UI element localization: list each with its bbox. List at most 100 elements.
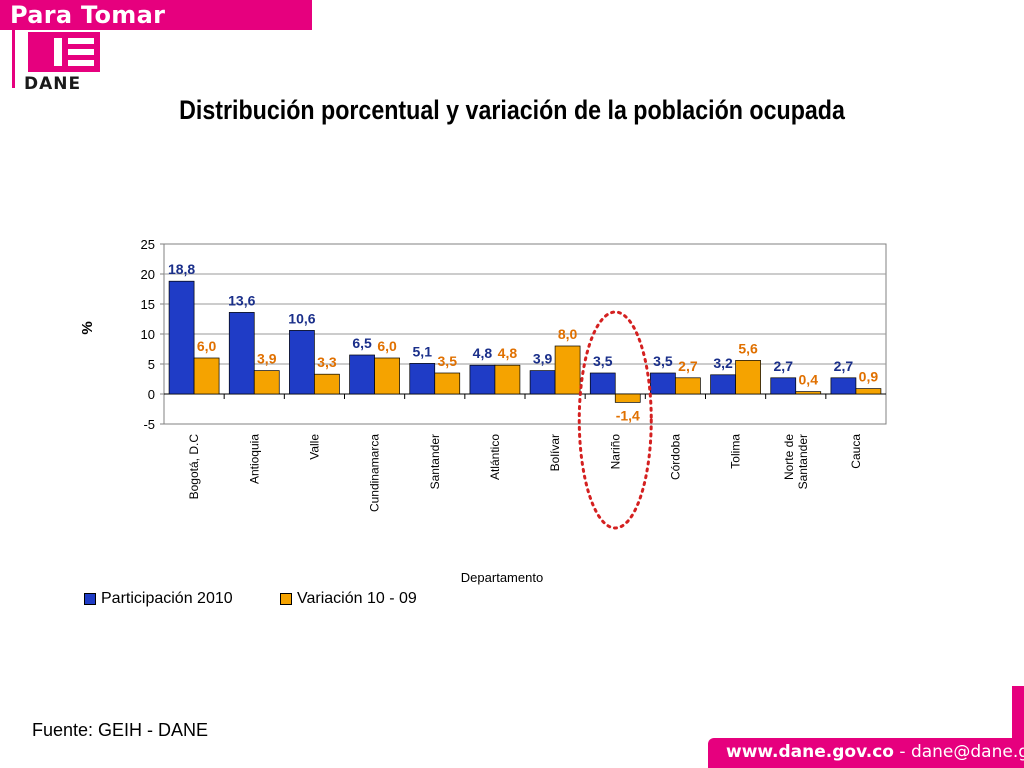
data-label-variacion: 3,5 <box>438 353 458 369</box>
footer-separator: - <box>893 742 911 762</box>
y-tick-label: 10 <box>141 327 155 342</box>
y-tick-label: -5 <box>143 417 155 432</box>
x-category-label-line: Córdoba <box>668 434 682 480</box>
logo-wordmark: DANE <box>24 74 82 94</box>
bar-participacion <box>349 354 375 395</box>
bar-participacion <box>228 312 255 395</box>
bar-variacion <box>193 357 220 395</box>
x-category-label: Bolívar <box>548 434 562 471</box>
bar-variacion <box>675 377 701 395</box>
x-category-label: Córdoba <box>668 434 682 480</box>
data-label-participacion: 13,6 <box>228 292 255 308</box>
page-title: Distribución porcentual y variación de l… <box>179 95 845 125</box>
bar-participacion <box>770 377 797 395</box>
data-label-variacion: 6,0 <box>197 338 217 354</box>
dane-logo-icon <box>28 32 100 72</box>
x-category-label-line: Tolima <box>729 434 743 469</box>
x-category-label: Norte deSantander <box>782 434 810 490</box>
x-category-label: Nariño <box>608 434 622 470</box>
bar-variacion <box>434 372 461 395</box>
brand-rule <box>12 30 15 88</box>
data-label-variacion: 3,9 <box>257 351 277 367</box>
footer-text: www.dane.gov.co - dane@dane.gov.co <box>726 742 1024 762</box>
data-label-participacion: 2,7 <box>834 358 854 374</box>
legend-swatch-variacion <box>280 593 292 605</box>
y-axis-title: % <box>79 321 96 334</box>
y-tick-label: 20 <box>141 267 155 282</box>
legend-label-variacion: Variación 10 - 09 <box>297 590 417 607</box>
x-category-label: Cundinamarca <box>368 434 382 512</box>
x-category-label: Santander <box>428 434 442 489</box>
bar-participacion <box>409 363 436 395</box>
x-category-label-line: Cundinamarca <box>368 434 382 512</box>
data-label-participacion: 3,2 <box>713 355 733 371</box>
source-note: Fuente: GEIH - DANE <box>32 720 209 740</box>
x-category-label-line: Valle <box>307 434 321 460</box>
bar-variacion <box>795 391 822 395</box>
x-category-label-line: Bogotá, D.C <box>187 434 201 500</box>
x-category-label-line: Santander <box>796 434 810 489</box>
footer-email-link[interactable]: dane@dane.gov.co <box>910 742 1024 762</box>
data-label-variacion: 0,9 <box>859 369 879 385</box>
x-category-label: Valle <box>307 434 321 460</box>
bar-participacion <box>529 370 556 395</box>
x-category-label-line: Atlántico <box>488 434 502 480</box>
data-label-variacion: 8,0 <box>558 326 578 342</box>
data-label-variacion: 2,7 <box>678 358 698 374</box>
bar-participacion <box>469 364 496 395</box>
legend-swatch-participacion <box>84 593 96 605</box>
legend-item-variacion: Variación 10 - 09 <box>280 590 417 608</box>
footer-site-link[interactable]: www.dane.gov.co <box>726 742 894 762</box>
x-category-label-line: Santander <box>428 434 442 489</box>
bar-variacion <box>554 345 581 395</box>
y-tick-label: 15 <box>141 297 155 312</box>
x-category-label: Cauca <box>849 434 863 469</box>
bar-participacion <box>710 374 736 395</box>
y-tick-label: 0 <box>148 387 155 402</box>
data-label-variacion: 3,3 <box>317 354 337 370</box>
data-label-participacion: 18,8 <box>168 261 195 277</box>
x-category-label: Tolima <box>729 434 743 469</box>
data-label-participacion: 5,1 <box>413 343 433 359</box>
x-category-label-line: Norte de <box>782 434 796 480</box>
legend-item-participacion: Participación 2010 <box>84 590 233 608</box>
x-category-label: Bogotá, D.C <box>187 434 201 500</box>
data-label-variacion: 6,0 <box>377 338 397 354</box>
footer-accent <box>1012 686 1024 738</box>
data-label-participacion: 10,6 <box>288 310 315 326</box>
bar-variacion <box>253 370 280 395</box>
x-category-label-line: Antioquia <box>247 434 261 484</box>
y-tick-label: 25 <box>141 237 155 252</box>
legend-label-participacion: Participación 2010 <box>101 590 233 607</box>
x-axis-title: Departamento <box>461 570 543 585</box>
bar-variacion <box>314 373 340 395</box>
data-label-participacion: 3,5 <box>593 353 613 369</box>
data-label-variacion: -1,4 <box>616 407 640 423</box>
data-label-variacion: 5,6 <box>738 340 758 356</box>
bar-variacion <box>494 364 521 395</box>
bar-participacion <box>830 377 857 395</box>
bar-participacion <box>650 372 676 395</box>
data-label-variacion: 0,4 <box>799 372 819 388</box>
x-category-label-line: Nariño <box>608 434 622 470</box>
footer-bar <box>708 738 1024 768</box>
data-label-participacion: 6,5 <box>352 335 372 351</box>
bar-variacion <box>614 393 641 403</box>
x-category-label-line: Cauca <box>849 434 863 469</box>
data-label-participacion: 3,9 <box>533 351 553 367</box>
data-label-variacion: 4,8 <box>498 345 518 361</box>
x-category-label-line: Bolívar <box>548 434 562 471</box>
highlight-ellipse <box>577 310 653 530</box>
y-tick-label: 5 <box>148 357 155 372</box>
data-label-participacion: 4,8 <box>473 345 493 361</box>
x-category-label: Antioquia <box>247 434 261 484</box>
bar-participacion <box>589 372 616 395</box>
x-category-label: Atlántico <box>488 434 502 480</box>
data-label-participacion: 3,5 <box>653 353 673 369</box>
bar-variacion <box>374 357 400 395</box>
bar-participacion <box>168 280 195 395</box>
bar-variacion <box>735 360 761 395</box>
bar-participacion <box>289 330 315 395</box>
data-label-participacion: 2,7 <box>774 358 794 374</box>
